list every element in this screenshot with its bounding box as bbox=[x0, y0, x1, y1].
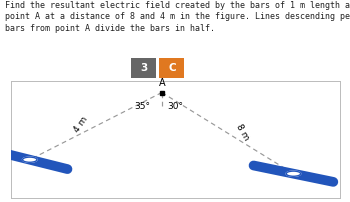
Text: 8 m: 8 m bbox=[234, 122, 251, 142]
Text: Find the resultant electric field created by the bars of 1 m length and 30 C cha: Find the resultant electric field create… bbox=[5, 1, 350, 33]
Text: 3: 3 bbox=[140, 63, 147, 73]
Text: 30°: 30° bbox=[167, 102, 183, 111]
Text: C: C bbox=[168, 63, 176, 73]
Circle shape bbox=[22, 157, 37, 162]
Text: 35°: 35° bbox=[134, 102, 150, 111]
Text: 4 m: 4 m bbox=[72, 115, 90, 135]
Text: A: A bbox=[159, 78, 165, 88]
Circle shape bbox=[286, 171, 301, 176]
